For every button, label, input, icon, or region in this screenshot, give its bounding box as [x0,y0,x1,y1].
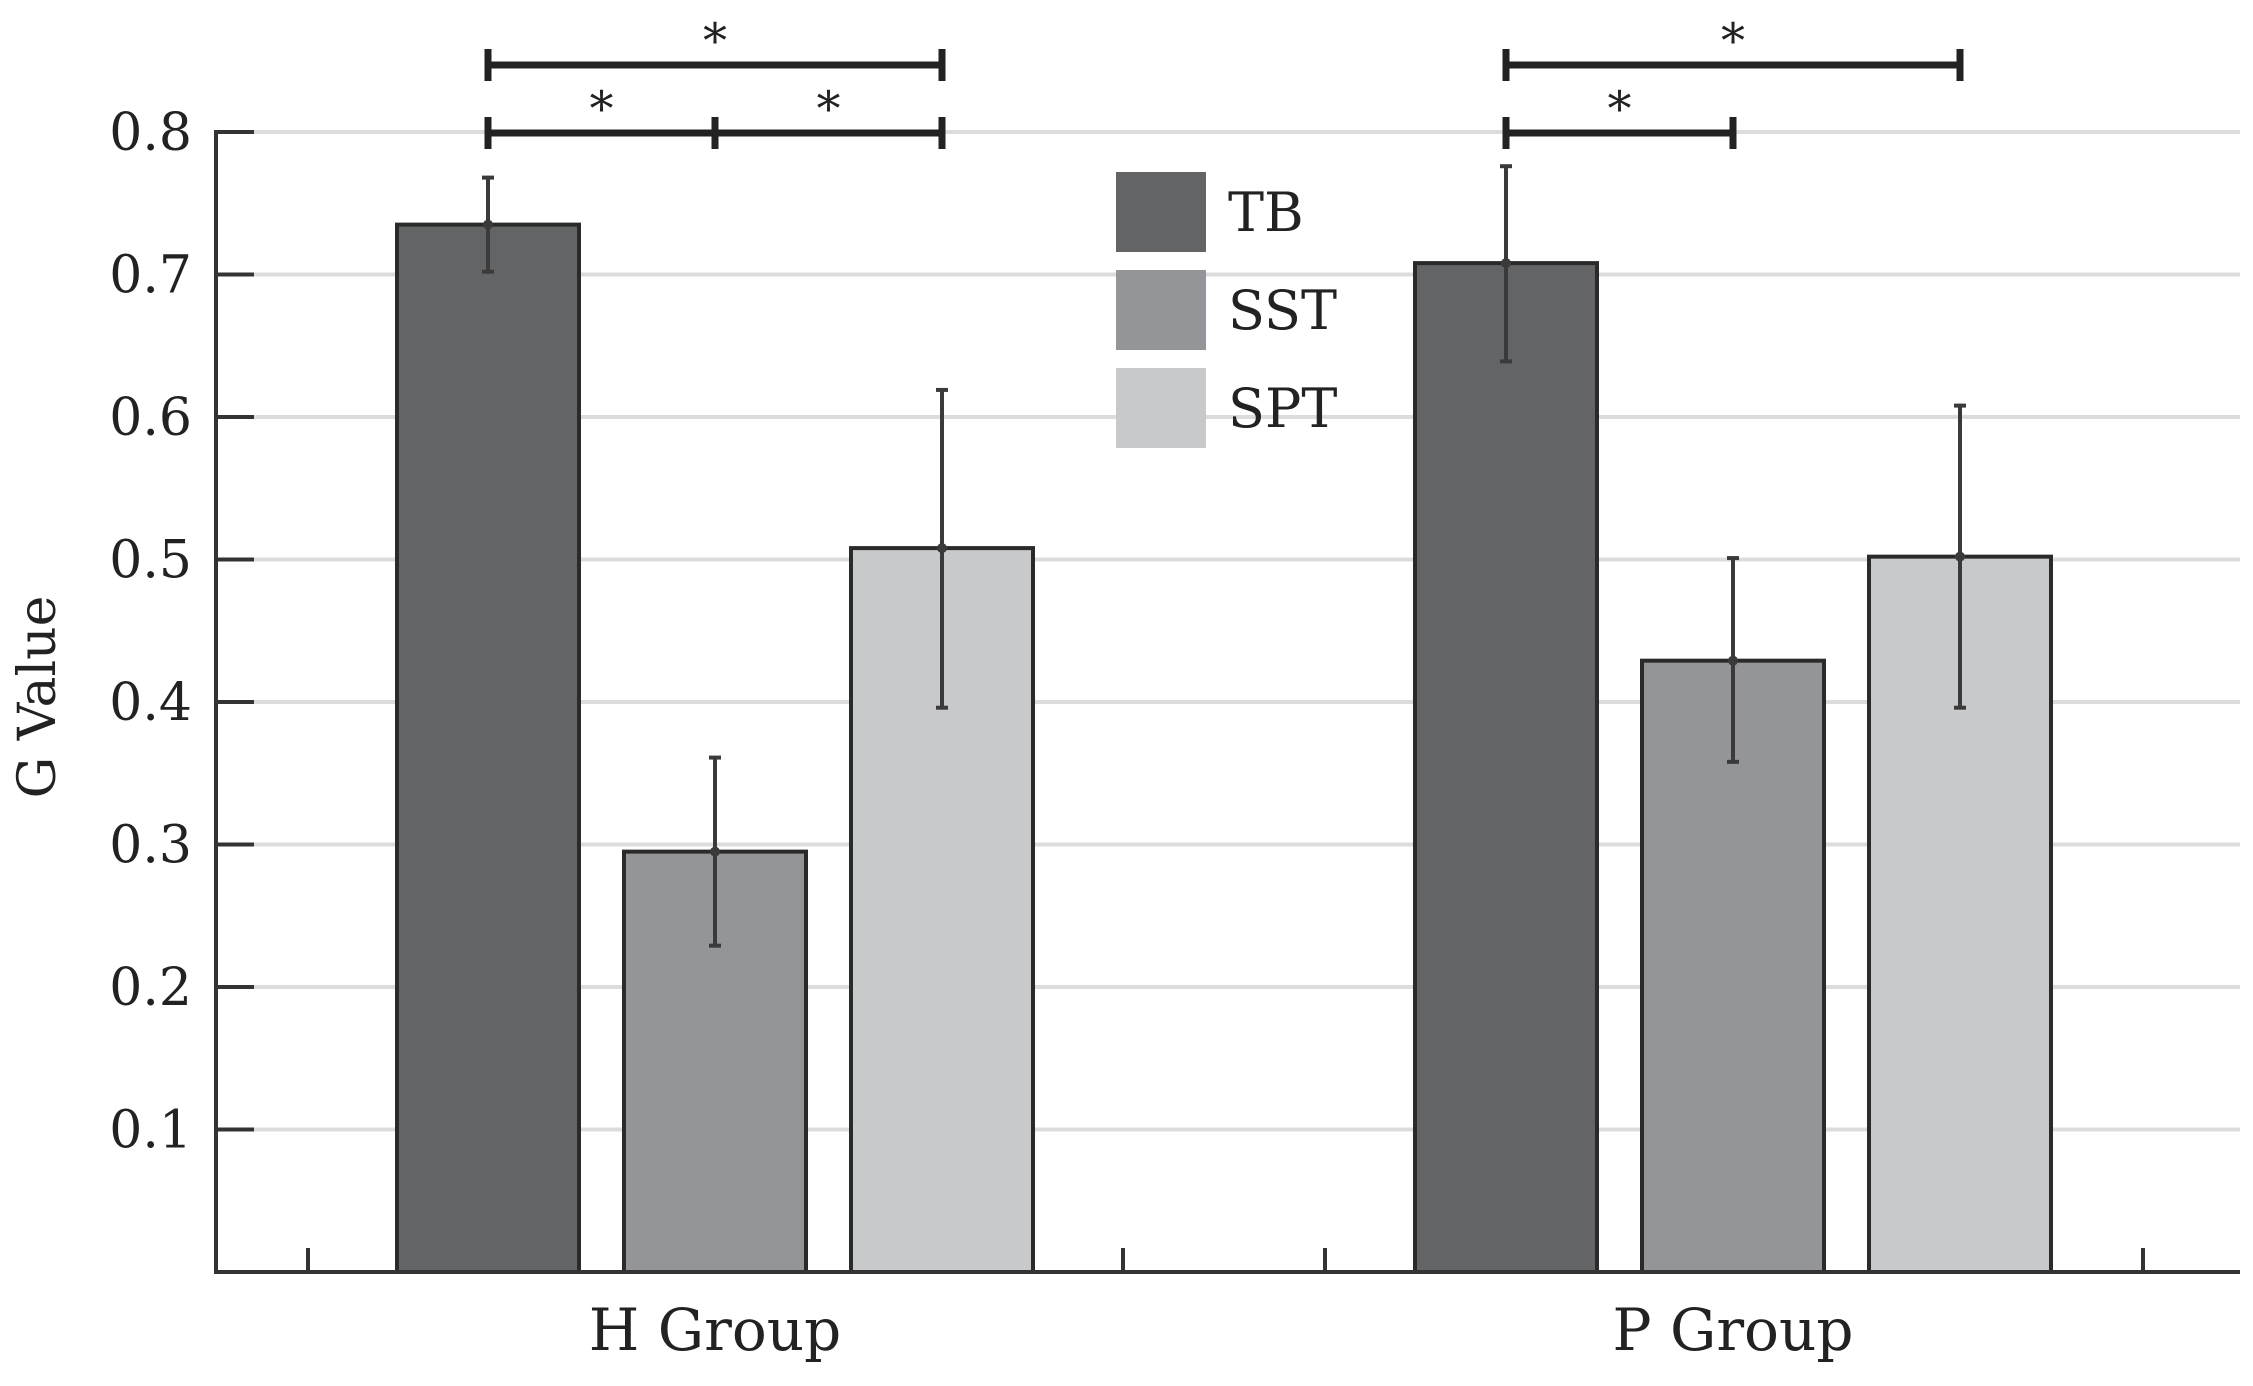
significance-star: * [817,81,841,137]
y-axis-title: G Value [8,596,68,799]
y-tick-label: 0.7 [109,246,192,306]
bar-tb-p-group [1413,261,1599,1275]
bar-spt-p-group [1867,554,2053,1274]
significance-star: * [1608,81,1632,137]
bars [395,222,2053,1275]
mean-marker [1501,258,1511,269]
significance-star: * [703,13,727,69]
mean-marker [710,846,720,857]
y-tick-label: 0.2 [109,958,192,1018]
legend-label-sst: SST [1228,279,1337,342]
y-tick-label: 0.4 [109,673,192,733]
x-category-label: H Group [589,1296,841,1364]
mean-marker [937,543,947,554]
legend-swatch-sst [1116,270,1206,350]
legend-label-spt: SPT [1228,377,1337,440]
mean-marker [1728,655,1738,666]
legend-label-tb: TB [1228,181,1304,244]
y-tick-label: 0.3 [109,816,192,876]
significance-brackets: * * * * * [484,13,1964,149]
significance-star: * [590,81,614,137]
y-tick-label: 0.8 [109,103,192,163]
bar-tb-h-group [395,222,581,1274]
axes: 0.1 0.2 0.3 0.4 0.5 0.6 0.7 0.8 H Group P Group [109,103,2240,1364]
error-bars [482,164,1966,948]
legend-swatch-spt [1116,368,1206,448]
legend-swatch-tb [1116,172,1206,252]
mean-marker [1955,551,1965,562]
legend: TB SST SPT [1116,172,1337,448]
x-category-label: P Group [1613,1296,1854,1364]
significance-star: * [1721,13,1745,69]
y-tick-label: 0.5 [109,531,192,591]
mean-marker [483,219,493,230]
y-tick-label: 0.6 [109,388,192,448]
y-tick-label: 0.1 [109,1101,192,1161]
